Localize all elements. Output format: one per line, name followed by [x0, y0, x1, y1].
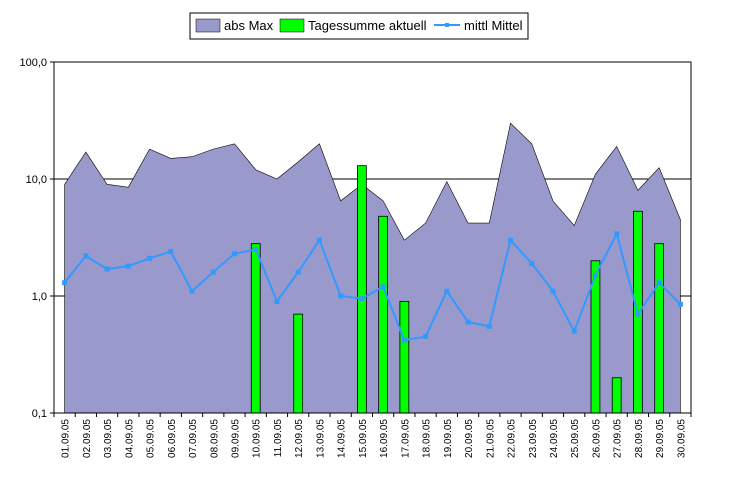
- x-tick-label: 06.09.05: [167, 419, 178, 458]
- y-tick-label: 0,1: [32, 408, 47, 420]
- x-axis-ticks: 01.09.05 02.09.05 03.09.05 04.09.05 05.09.05…: [53, 413, 692, 458]
- line-series-mittl-mittel: [62, 231, 683, 343]
- x-tick-label: 01.09.05: [61, 419, 72, 458]
- x-tick-label: 18.09.05: [422, 419, 433, 458]
- point-mittl-mittel: [401, 337, 407, 343]
- point-mittl-mittel: [274, 298, 280, 304]
- point-mittl-mittel: [168, 249, 174, 255]
- legend-swatch-abs-max: [195, 18, 221, 33]
- legend-label-tagessumme: Tagessumme aktuell: [308, 18, 427, 33]
- point-mittl-mittel: [316, 237, 322, 243]
- bar-tagessumme: [399, 300, 410, 414]
- x-tick-label: 10.09.05: [252, 419, 263, 458]
- x-tick-label: 11.09.05: [273, 419, 284, 458]
- point-mittl-mittel: [592, 272, 598, 278]
- point-mittl-mittel: [423, 334, 429, 340]
- point-mittl-mittel: [359, 296, 365, 302]
- point-mittl-mittel: [486, 323, 492, 329]
- legend-swatch-marker-mittl-mittel: [445, 23, 449, 27]
- point-mittl-mittel: [465, 319, 471, 325]
- point-mittl-mittel: [189, 288, 195, 294]
- point-mittl-mittel: [550, 288, 556, 294]
- legend-swatch-tagessumme: [279, 18, 305, 33]
- x-tick-label: 03.09.05: [103, 419, 114, 458]
- y-tick-label: 1,0: [32, 291, 47, 303]
- bar-tagessumme: [357, 165, 367, 414]
- x-tick-label: 29.09.05: [655, 419, 666, 458]
- point-mittl-mittel: [210, 269, 216, 275]
- x-tick-label: 23.09.05: [528, 419, 539, 458]
- point-mittl-mittel: [635, 311, 641, 317]
- y-axis-ticks: 0,1 1,0 10,0 100,0: [19, 57, 54, 420]
- x-tick-label: 15.09.05: [358, 419, 369, 458]
- x-tick-label: 22.09.05: [507, 419, 518, 458]
- point-mittl-mittel: [338, 293, 344, 299]
- x-tick-label: 30.09.05: [676, 419, 687, 458]
- x-tick-label: 13.09.05: [315, 419, 326, 458]
- point-mittl-mittel: [125, 263, 131, 269]
- point-mittl-mittel: [104, 266, 110, 272]
- x-tick-label: 24.09.05: [549, 419, 560, 458]
- x-tick-label: 05.09.05: [146, 419, 157, 458]
- point-mittl-mittel: [656, 280, 662, 286]
- x-tick-label: 07.09.05: [188, 419, 199, 458]
- x-tick-label: 09.09.05: [230, 419, 241, 458]
- x-tick-label: 21.09.05: [485, 419, 496, 458]
- point-mittl-mittel: [614, 231, 620, 237]
- x-tick-label: 27.09.05: [613, 419, 624, 458]
- point-mittl-mittel: [295, 269, 301, 275]
- x-tick-label: 19.09.05: [443, 419, 454, 458]
- area-series-abs-max: [64, 122, 681, 414]
- point-mittl-mittel: [677, 301, 683, 307]
- bar-tagessumme: [293, 313, 304, 414]
- point-mittl-mittel: [83, 253, 89, 259]
- line-mittl-mittel: [63, 231, 682, 342]
- x-tick-label: 26.09.05: [591, 419, 602, 458]
- legend: abs Max Tagessumme aktuell mittl Mittel: [189, 12, 529, 40]
- point-mittl-mittel: [444, 288, 450, 294]
- area-abs-max: [64, 122, 681, 414]
- x-tick-label: 12.09.05: [294, 419, 305, 458]
- x-tick-label: 28.09.05: [634, 419, 645, 458]
- point-mittl-mittel: [571, 328, 577, 334]
- bar-tagessumme: [378, 215, 388, 414]
- x-tick-label: 08.09.05: [209, 419, 220, 458]
- x-tick-label: 16.09.05: [379, 419, 390, 458]
- point-mittl-mittel: [380, 284, 386, 290]
- point-mittl-mittel: [253, 246, 259, 252]
- legend-box: [189, 12, 529, 40]
- bar-tagessumme: [611, 377, 622, 414]
- point-mittl-mittel: [62, 280, 68, 286]
- point-mittl-mittel: [508, 237, 514, 243]
- x-tick-label: 17.09.05: [400, 419, 411, 458]
- point-mittl-mittel: [147, 255, 153, 261]
- legend-label-mittl-mittel: mittl Mittel: [464, 18, 523, 33]
- bar-tagessumme: [250, 243, 261, 414]
- y-tick-label: 10,0: [26, 174, 47, 186]
- bar-tagessumme: [654, 243, 665, 414]
- point-mittl-mittel: [529, 260, 535, 266]
- x-tick-label: 14.09.05: [337, 419, 348, 458]
- y-tick-label: 100,0: [19, 57, 47, 69]
- x-tick-label: 25.09.05: [570, 419, 581, 458]
- legend-label-abs-max: abs Max: [224, 18, 274, 33]
- x-tick-label: 20.09.05: [464, 419, 475, 458]
- x-tick-label: 04.09.05: [124, 419, 135, 458]
- x-tick-label: 02.09.05: [82, 419, 93, 458]
- point-mittl-mittel: [231, 251, 237, 257]
